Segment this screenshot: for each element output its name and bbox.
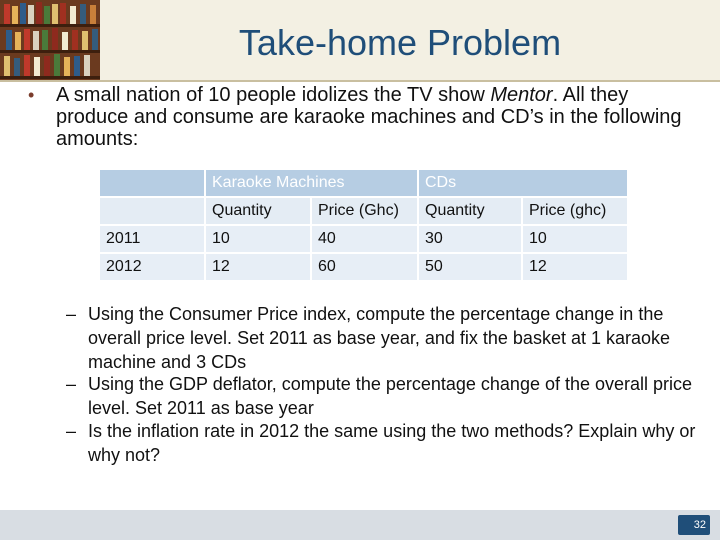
table-cell: 60: [312, 254, 417, 280]
bullet-dot-icon: •: [28, 85, 35, 105]
table-cell: Karaoke Machines: [206, 170, 417, 196]
table-subheader-row: Quantity Price (Ghc) Quantity Price (ghc…: [100, 198, 627, 224]
shelf-line: [0, 24, 100, 27]
table-cell: 12: [523, 254, 627, 280]
shelf-line: [0, 76, 100, 79]
dash-icon: –: [66, 421, 77, 441]
table-cell: 50: [419, 254, 521, 280]
shelf-line: [0, 50, 100, 53]
bullet-text: A small nation of 10 people idolizes the…: [56, 84, 682, 150]
sub-bullet-text: Is the inflation rate in 2012 the same u…: [88, 421, 696, 465]
table-cell: 12: [206, 254, 310, 280]
table-cell: CDs: [419, 170, 627, 196]
table-cell: Price (Ghc): [312, 198, 417, 224]
dash-icon: –: [66, 304, 77, 324]
slide-footer-bar: 32: [0, 510, 720, 540]
table-cell: 2011: [100, 226, 204, 252]
table-cell: Quantity: [206, 198, 310, 224]
table-cell: 10: [206, 226, 310, 252]
dash-icon: –: [66, 374, 77, 394]
sub-bullet-text: Using the GDP deflator, compute the perc…: [88, 374, 693, 418]
data-table: Karaoke Machines CDs Quantity Price (Ghc…: [98, 168, 629, 282]
table-cell: Price (ghc): [523, 198, 627, 224]
bookshelf-logo-image: [0, 0, 100, 80]
slide-title: Take-home Problem: [238, 22, 562, 63]
page-number: 32: [678, 515, 710, 535]
table-row: 2011 10 40 30 10: [100, 226, 627, 252]
table-cell: 30: [419, 226, 521, 252]
table-row: 2012 12 60 50 12: [100, 254, 627, 280]
table-group-header-row: Karaoke Machines CDs: [100, 170, 627, 196]
table-cell: Quantity: [419, 198, 521, 224]
slide-header: Take-home Problem: [0, 0, 720, 82]
table-cell: [100, 170, 204, 196]
table-cell: 10: [523, 226, 627, 252]
table-cell: [100, 198, 204, 224]
sub-bullet-text: Using the Consumer Price index, compute …: [88, 304, 671, 372]
table-cell: 40: [312, 226, 417, 252]
table-cell: 2012: [100, 254, 204, 280]
